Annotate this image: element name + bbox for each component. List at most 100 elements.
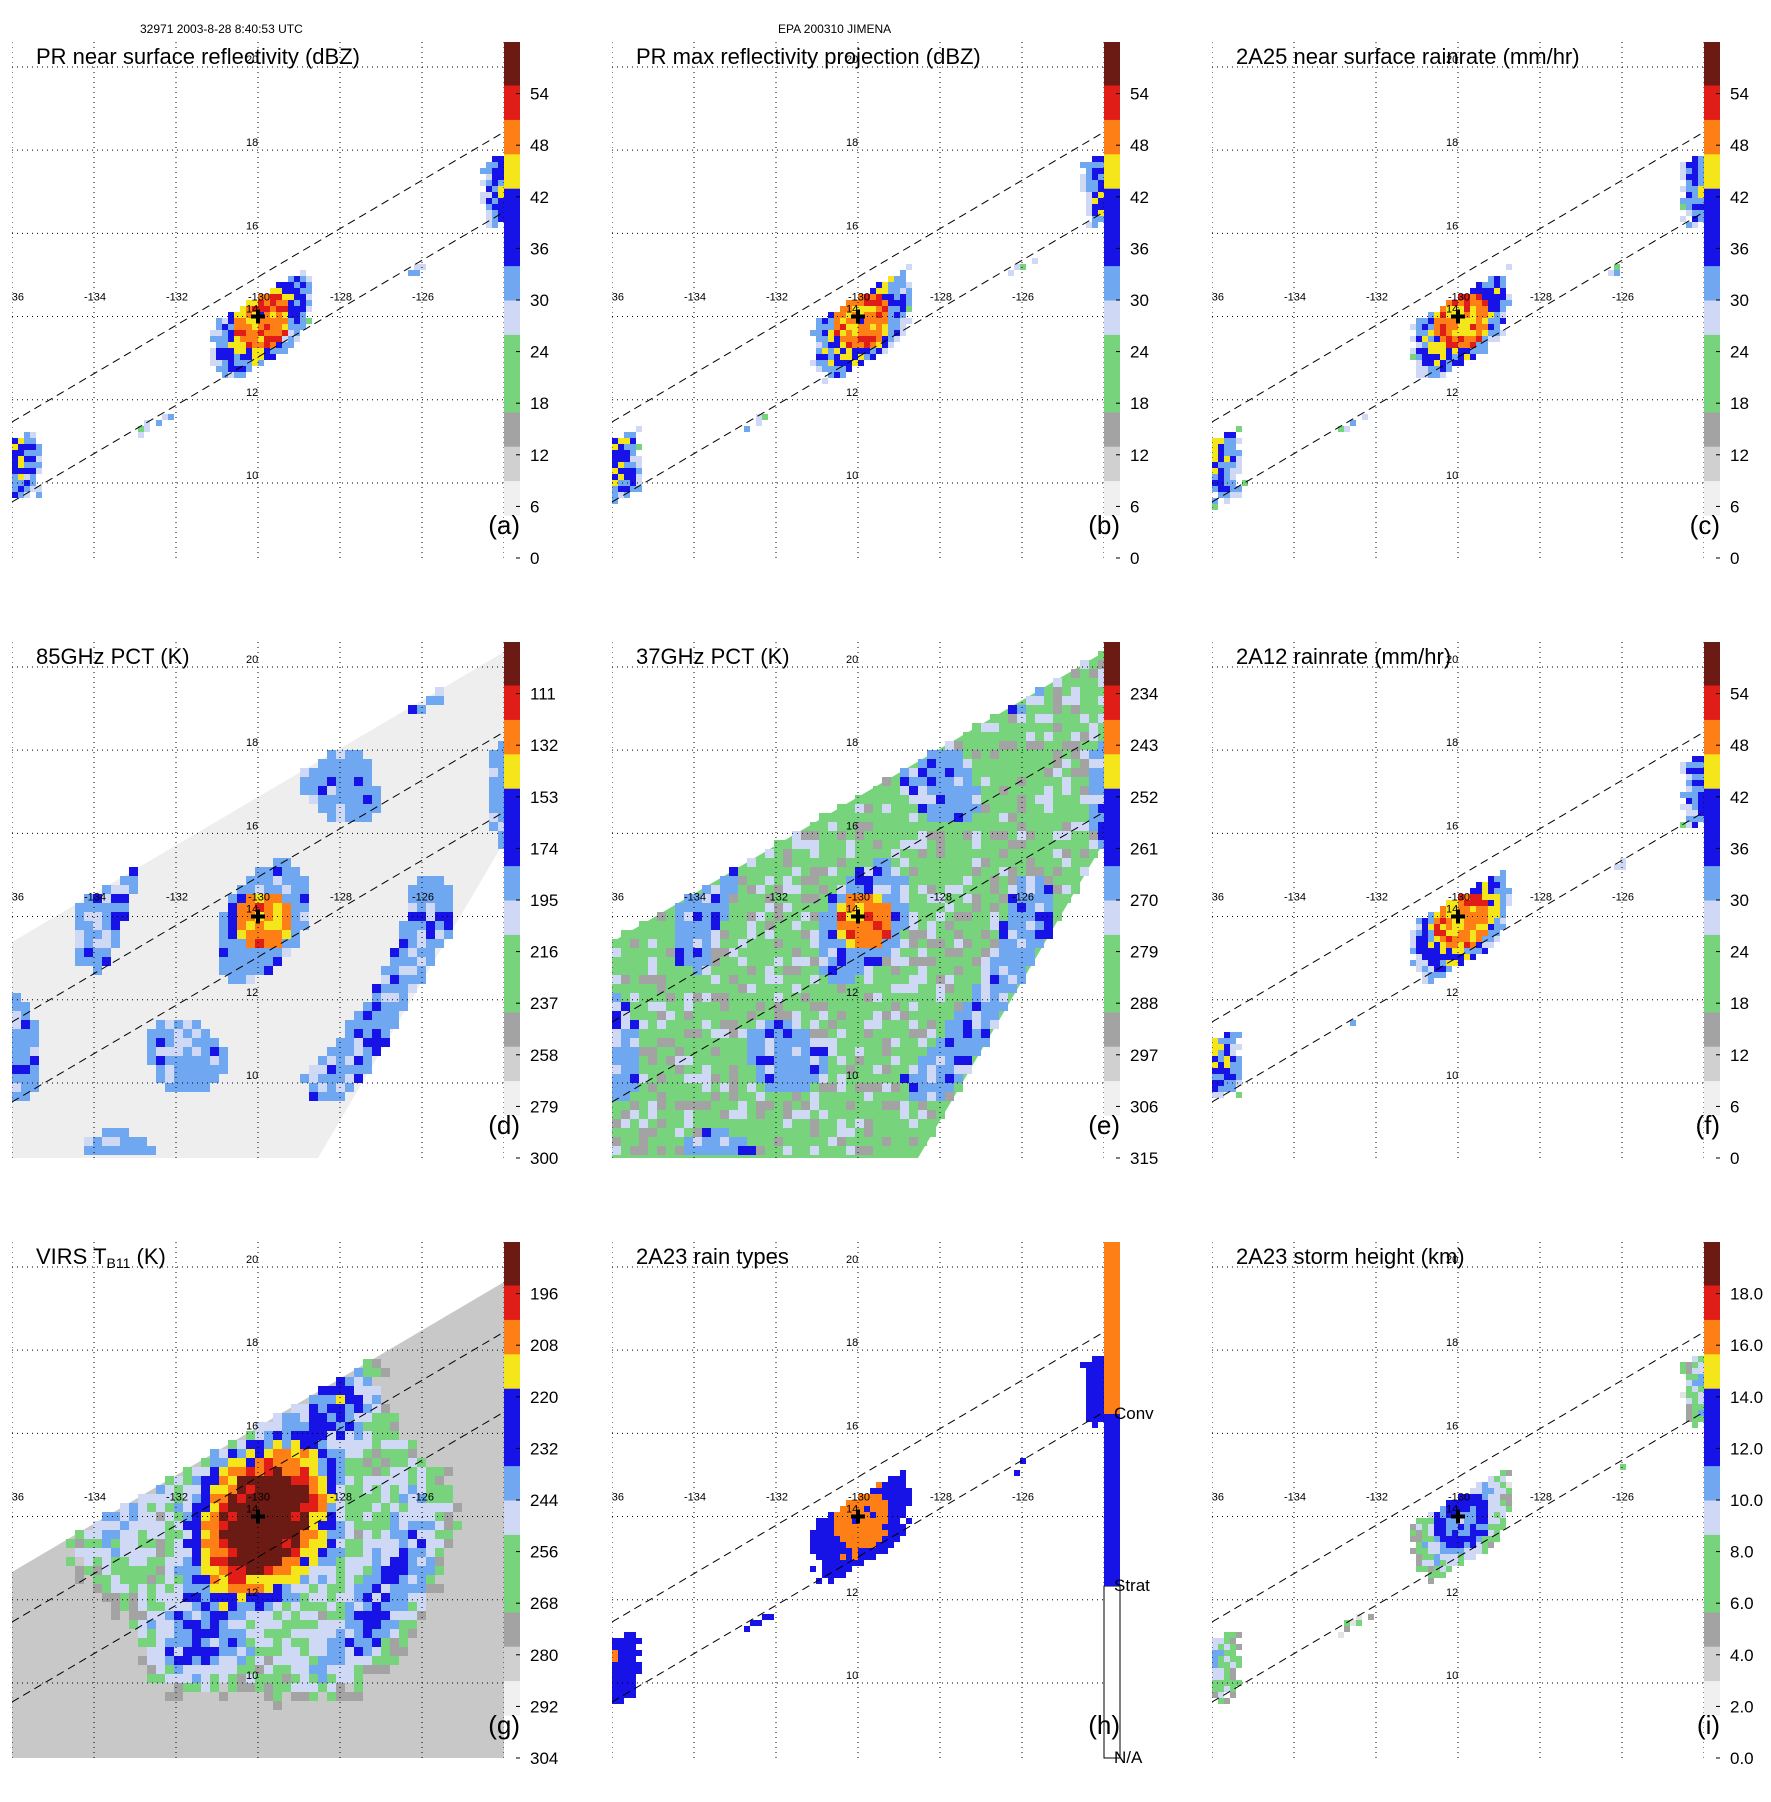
field-cell [909, 1101, 918, 1110]
field-cell [639, 1038, 648, 1047]
field-cell [1236, 1032, 1242, 1038]
field-cell [1494, 312, 1500, 318]
field-cell [255, 957, 264, 966]
lon-label: -128 [1530, 292, 1552, 304]
field-cell [792, 831, 801, 840]
field-cell [1230, 486, 1236, 492]
field-cell [1422, 966, 1428, 972]
field-cell [1035, 867, 1044, 876]
field-cell [846, 939, 855, 948]
field-cell [246, 1530, 255, 1539]
field-cell [327, 1422, 336, 1431]
colorbar-segment [1104, 317, 1120, 326]
field-cell [828, 342, 834, 348]
field-cell [693, 1074, 702, 1083]
field-cell [882, 348, 888, 354]
field-cell [1071, 867, 1080, 876]
colorbar-segment [504, 1012, 520, 1021]
colorbar-segment [1104, 848, 1120, 857]
colorbar-segment [1704, 1029, 1720, 1038]
field-cell [864, 1011, 873, 1020]
field-cell [336, 777, 345, 786]
field-cell [900, 849, 909, 858]
field-cell [891, 822, 900, 831]
field-cell [810, 939, 819, 948]
field-cell [327, 1458, 336, 1467]
field-cell [1026, 930, 1035, 939]
field-cell [891, 831, 900, 840]
field-cell [276, 306, 282, 312]
field-cell [630, 1119, 639, 1128]
field-cell [837, 921, 846, 930]
field-cell [1422, 954, 1428, 960]
field-cell [174, 1512, 183, 1521]
field-cell [192, 1539, 201, 1548]
field-cell [630, 1101, 639, 1110]
field-cell [1092, 186, 1098, 192]
field-cell [882, 1047, 891, 1056]
field-cell [1476, 312, 1482, 318]
field-cell [702, 1110, 711, 1119]
field-cell [720, 1038, 729, 1047]
field-cell [426, 696, 435, 705]
colorbar-segment [504, 797, 520, 806]
colorbar-segment [1704, 642, 1720, 651]
field-cell [1086, 162, 1092, 168]
field-cell [327, 1083, 336, 1092]
field-cell [174, 1647, 183, 1656]
field-cell [294, 336, 300, 342]
field-cell [648, 1065, 657, 1074]
field-cell [1506, 900, 1512, 906]
colorbar-segment [1104, 977, 1120, 986]
field-cell [426, 1521, 435, 1530]
field-cell [210, 1566, 219, 1575]
field-cell [702, 975, 711, 984]
field-cell [273, 939, 282, 948]
colorbar-segment [1104, 68, 1120, 77]
field-cell [855, 1128, 864, 1137]
field-cell [327, 1440, 336, 1449]
field-cell [273, 1494, 282, 1503]
field-cell [828, 1065, 837, 1074]
field-cell [873, 1065, 882, 1074]
field-cell [1494, 306, 1500, 312]
field-cell [873, 993, 882, 1002]
field-cell [444, 1503, 453, 1512]
field-cell [381, 1584, 390, 1593]
colorbar-segment [504, 745, 520, 754]
field-cell [762, 414, 768, 420]
field-cell [990, 759, 999, 768]
field-cell [927, 993, 936, 1002]
field-cell [675, 1083, 684, 1092]
field-cell [747, 948, 756, 957]
field-cell [954, 993, 963, 1002]
field-cell [1044, 930, 1053, 939]
field-cell [900, 1092, 909, 1101]
field-cell [711, 948, 720, 957]
colorbar-segment [1104, 223, 1120, 232]
field-cell [666, 1002, 675, 1011]
field-cell [945, 1092, 954, 1101]
field-cell [909, 831, 918, 840]
field-cell [999, 831, 1008, 840]
field-cell [648, 1128, 657, 1137]
field-cell [999, 903, 1008, 912]
field-cell [666, 921, 675, 930]
field-cell [918, 1083, 927, 1092]
field-cell [972, 786, 981, 795]
field-cell [1458, 324, 1464, 330]
field-cell [1236, 1092, 1242, 1098]
field-cell [435, 885, 444, 894]
field-cell [1470, 918, 1476, 924]
field-cell [30, 438, 36, 444]
field-cell [828, 930, 837, 939]
field-cell [990, 777, 999, 786]
field-cell [675, 1101, 684, 1110]
field-cell [756, 903, 765, 912]
field-cell [810, 1101, 819, 1110]
field-cell [174, 1083, 183, 1092]
field-cell [273, 894, 282, 903]
field-cell [729, 930, 738, 939]
field-cell [864, 903, 873, 912]
field-cell [147, 1503, 156, 1512]
